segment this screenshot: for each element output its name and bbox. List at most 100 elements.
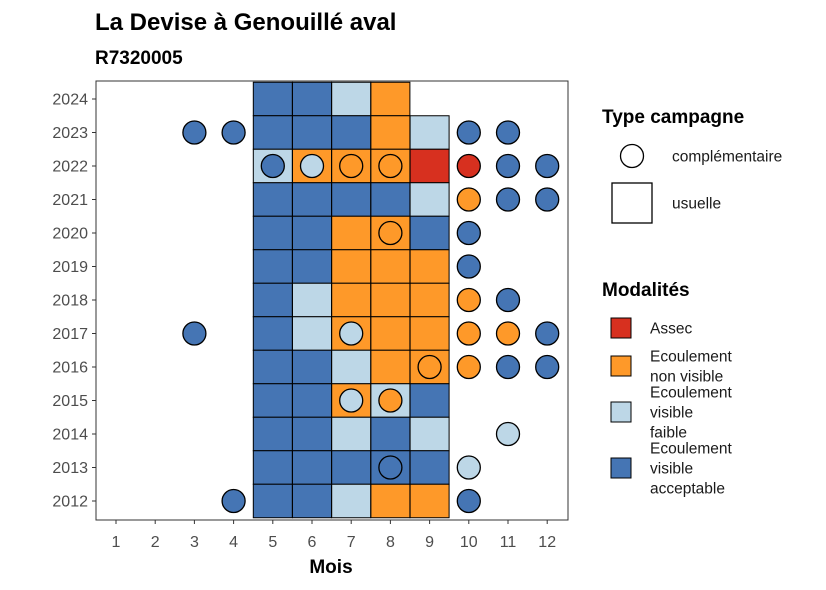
campaign-point (299, 153, 325, 179)
campaign-point (339, 388, 364, 413)
x-tick-label: 2 (151, 534, 160, 551)
heatmap-tile (292, 349, 332, 385)
campaign-point (456, 321, 481, 346)
legend-type-title: Type campagne (602, 107, 744, 128)
legend-modalite-label: visible (650, 405, 693, 422)
heatmap-tile (370, 81, 411, 117)
legend-modalite-label: Assec (650, 321, 692, 338)
campaign-point (456, 287, 481, 313)
heatmap-tile (409, 316, 450, 351)
campaign-point (378, 388, 403, 413)
heatmap-tile (331, 115, 372, 150)
y-tick-label: 2017 (52, 326, 88, 343)
campaign-point (339, 153, 364, 179)
campaign-point (182, 120, 207, 145)
campaign-point (535, 153, 560, 179)
chart-title: La Devise à Genouillé aval (95, 9, 396, 36)
legend-modalite-swatch (610, 401, 632, 423)
campaign-point (456, 153, 481, 179)
legend-modalite-label: Ecoulement (650, 441, 733, 458)
legend-modalite-label: faible (650, 425, 687, 442)
campaign-point (456, 254, 481, 279)
heatmap-tile (292, 416, 332, 452)
legend-modalite-swatch (610, 457, 632, 479)
campaign-point (221, 120, 246, 145)
y-tick-label: 2022 (52, 159, 88, 176)
legend-modalite-label: Ecoulement (650, 385, 733, 402)
heatmap-tile (370, 249, 411, 284)
heatmap-tile (252, 249, 293, 284)
campaign-point (495, 187, 521, 212)
legend-modalite-label: non visible (650, 369, 723, 386)
heatmap-tile (409, 383, 450, 418)
legend-modalite-label: visible (650, 461, 693, 478)
heatmap-tile (331, 249, 372, 284)
campaign-point (456, 455, 481, 480)
heatmap-tile (409, 148, 450, 184)
legend-circle-key (619, 143, 645, 169)
y-tick-label: 2013 (52, 460, 88, 477)
heatmap-tile (331, 215, 372, 251)
heatmap-tile (370, 316, 411, 351)
x-axis: 1 2 3 4 5 6 7 8 9 10 11 12 (112, 520, 556, 551)
legend-modalite-label: acceptable (650, 481, 725, 498)
heatmap-tile (331, 349, 372, 385)
heatmap-tile (252, 316, 293, 351)
heatmap-tile (292, 115, 332, 150)
campaign-point (495, 120, 521, 145)
y-tick-label: 2016 (52, 360, 88, 377)
heatmap-tile (370, 282, 411, 318)
legend-type-label: usuelle (672, 196, 721, 213)
campaign-point (378, 153, 403, 179)
x-axis-title: Mois (309, 557, 352, 578)
y-tick-label: 2019 (52, 259, 88, 276)
campaign-point (535, 321, 560, 346)
heatmap-tile (409, 215, 450, 251)
legend-square-key (611, 182, 653, 224)
y-axis: 2012 2013 2014 2015 2016 2017 2018 2019 2020 2021… (52, 92, 96, 511)
campaign-point (456, 354, 481, 380)
campaign-point (495, 421, 521, 447)
legend-modalite-swatch (610, 355, 632, 377)
heatmap-tile (292, 182, 332, 217)
y-tick-label: 2015 (52, 393, 88, 410)
campaign-point (339, 321, 364, 346)
y-tick-label: 2018 (52, 293, 88, 310)
heatmap-tile (292, 316, 332, 351)
x-tick-label: 7 (347, 534, 356, 551)
heatmap-tile (409, 115, 450, 150)
legend: Type campagne complémentaire usuelle Modali… (602, 107, 782, 498)
heatmap-tile (252, 215, 293, 251)
heatmap-tile (252, 115, 293, 150)
x-tick-label: 8 (386, 534, 395, 551)
campaign-point (456, 120, 481, 145)
heatmap-tile (292, 450, 332, 485)
y-tick-label: 2023 (52, 125, 88, 142)
heatmap-tile (370, 416, 411, 452)
campaign-point (378, 220, 403, 246)
heatmap-tile (331, 483, 372, 519)
heatmap-tile (292, 81, 332, 117)
campaign-point (535, 187, 560, 212)
heatmap-tile (252, 483, 293, 519)
x-tick-label: 1 (112, 534, 121, 551)
heatmap-tile (331, 182, 372, 217)
heatmap-tile (409, 450, 450, 485)
campaign-point (495, 153, 521, 179)
heatmap-tile (331, 282, 372, 318)
legend-modalite-swatch (610, 317, 632, 339)
legend-modalites-title: Modalités (602, 280, 690, 301)
points-layer (182, 120, 560, 514)
heatmap-tile (409, 182, 450, 217)
heatmap-tile (409, 249, 450, 284)
x-tick-label: 10 (460, 534, 478, 551)
legend-modalite-label: Ecoulement (650, 349, 733, 366)
y-tick-label: 2024 (52, 92, 88, 109)
campaign-point (378, 455, 403, 480)
heatmap-tile (292, 249, 332, 284)
heatmap-tile (409, 483, 450, 519)
heatmap-tile (370, 182, 411, 217)
heatmap-tile (409, 282, 450, 318)
heatmap-tile (331, 416, 372, 452)
chart-subtitle: R7320005 (95, 48, 183, 69)
